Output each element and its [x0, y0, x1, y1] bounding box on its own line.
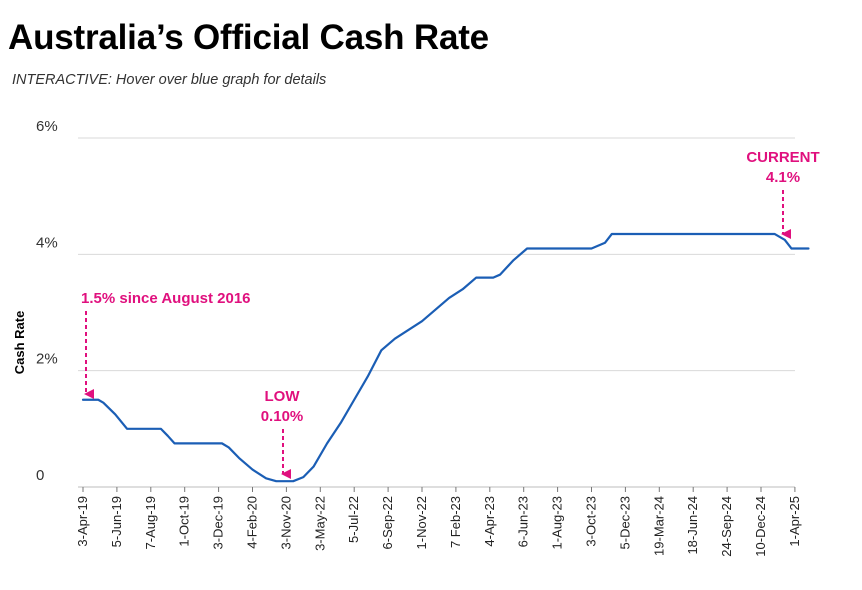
data-point[interactable] — [289, 477, 297, 485]
chart-title: Australia’s Official Cash Rate — [8, 18, 489, 57]
x-tick-label: 18-Jun-24 — [685, 496, 700, 555]
data-point[interactable] — [299, 473, 307, 481]
y-tick-label: 6% — [36, 118, 58, 135]
data-point[interactable] — [537, 245, 545, 253]
x-tick-label: 5-Dec-23 — [617, 496, 632, 549]
annotations: 1.5% since August 2016 LOW 0.10% CURRENT 4.1… — [81, 149, 820, 479]
x-tick-label: 5-Jul-22 — [346, 496, 361, 543]
x-tick-label: 7-Aug-19 — [143, 496, 158, 549]
x-tick-label: 3-Oct-23 — [584, 496, 599, 547]
x-tick-label: 19-Mar-24 — [651, 496, 666, 556]
data-point[interactable] — [377, 346, 385, 354]
data-point[interactable] — [781, 236, 789, 244]
data-point[interactable] — [323, 439, 331, 447]
x-tick-label: 24-Sep-24 — [719, 496, 734, 557]
x-tick-label: 1-Apr-25 — [787, 496, 802, 547]
data-point[interactable] — [804, 245, 812, 253]
data-point[interactable] — [171, 439, 179, 447]
y-tick-label: 4% — [36, 234, 58, 251]
x-tick-label: 3-Nov-20 — [278, 496, 293, 549]
data-point[interactable] — [218, 439, 226, 447]
data-point[interactable] — [588, 245, 596, 253]
data-point[interactable] — [621, 230, 629, 238]
data-point[interactable] — [601, 239, 609, 247]
x-tick-label: 1-Aug-23 — [550, 496, 565, 549]
x-tick-label: 1-Oct-19 — [177, 496, 192, 547]
data-point[interactable] — [496, 271, 504, 279]
data-point[interactable] — [99, 399, 107, 407]
x-tick-label: 1-Nov-22 — [414, 496, 429, 549]
data-point[interactable] — [262, 474, 270, 482]
data-point[interactable] — [445, 294, 453, 302]
annotation-label: 4.1% — [766, 169, 800, 186]
annotation-label: CURRENT — [746, 149, 819, 166]
data-point[interactable] — [272, 477, 280, 485]
data-point[interactable] — [472, 274, 480, 282]
y-axis-ticks: 0 2% 4% 6% — [36, 118, 58, 484]
x-tick-label: 6-Jun-23 — [516, 496, 531, 547]
data-point[interactable] — [364, 372, 372, 380]
annotation-label: 1.5% since August 2016 — [81, 290, 251, 307]
data-point[interactable] — [337, 419, 345, 427]
data-point[interactable] — [655, 230, 663, 238]
annotation: LOW 0.10% — [261, 388, 304, 479]
data-point[interactable] — [391, 335, 399, 343]
data-point[interactable] — [554, 245, 562, 253]
y-axis-title: Cash Rate — [12, 311, 27, 375]
data-point[interactable] — [757, 230, 765, 238]
data-point[interactable] — [123, 425, 131, 433]
x-tick-label: 3-Apr-19 — [75, 496, 90, 547]
data-point[interactable] — [723, 230, 731, 238]
data-point[interactable] — [187, 439, 195, 447]
x-tick-label: 4-Feb-20 — [245, 496, 260, 549]
series-line[interactable] — [81, 232, 810, 483]
data-point[interactable] — [523, 245, 531, 253]
annotation: CURRENT 4.1% — [746, 149, 820, 239]
data-point[interactable] — [432, 306, 440, 314]
x-axis-ticks: 3-Apr-19 5-Jun-19 7-Aug-19 1-Oct-19 3-Dec-19… — [75, 487, 802, 557]
data-point[interactable] — [79, 396, 87, 404]
data-point[interactable] — [788, 245, 796, 253]
data-point[interactable] — [208, 439, 216, 447]
annotation-label: 0.10% — [261, 408, 304, 425]
data-point[interactable] — [689, 230, 697, 238]
data-point[interactable] — [111, 410, 119, 418]
x-tick-label: 3-May-22 — [312, 496, 327, 551]
data-point[interactable] — [137, 425, 145, 433]
data-point[interactable] — [608, 230, 616, 238]
data-point[interactable] — [459, 285, 467, 293]
data-point[interactable] — [249, 466, 257, 474]
y-tick-label: 0 — [36, 467, 44, 484]
data-point[interactable] — [164, 432, 172, 440]
x-tick-label: 6-Sep-22 — [380, 496, 395, 549]
chart-subtitle: INTERACTIVE: Hover over blue graph for d… — [12, 72, 327, 88]
data-point[interactable] — [771, 230, 779, 238]
data-point[interactable] — [510, 256, 518, 264]
data-point[interactable] — [235, 454, 243, 462]
x-tick-label: 4-Apr-23 — [482, 496, 497, 547]
grid-lines — [78, 137, 795, 488]
data-point[interactable] — [225, 443, 233, 451]
y-tick-label: 2% — [36, 351, 58, 368]
x-tick-label: 10-Dec-24 — [753, 496, 768, 557]
x-tick-label: 7 Feb-23 — [448, 496, 463, 548]
data-point[interactable] — [350, 396, 358, 404]
data-point[interactable] — [310, 463, 318, 471]
series-layer[interactable] — [79, 230, 812, 485]
annotation: 1.5% since August 2016 — [81, 290, 251, 399]
annotation-label: LOW — [265, 388, 301, 405]
data-point[interactable] — [571, 245, 579, 253]
x-tick-label: 5-Jun-19 — [109, 496, 124, 547]
x-tick-label: 3-Dec-19 — [211, 496, 226, 549]
data-point[interactable] — [404, 326, 412, 334]
data-point[interactable] — [418, 317, 426, 325]
data-point[interactable] — [157, 425, 165, 433]
